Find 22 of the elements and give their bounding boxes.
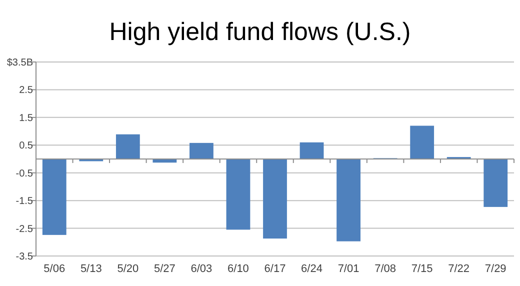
- x-tick-label: 5/13: [80, 263, 102, 275]
- x-tick-label: 6/17: [264, 263, 286, 275]
- y-tick-label: $3.5B: [6, 58, 34, 68]
- x-tick-label: 6/03: [190, 263, 212, 275]
- x-tick-label: 7/08: [374, 263, 396, 275]
- y-tick-label: -3.5: [16, 252, 34, 262]
- x-tick-label: 7/15: [411, 263, 433, 275]
- x-tick-label: 5/27: [154, 263, 176, 275]
- x-tick-label: 6/24: [301, 263, 322, 275]
- y-tick-label: -0.5: [16, 168, 34, 180]
- x-tick-label: 7/29: [484, 263, 506, 275]
- x-tick-label: 7/22: [448, 263, 470, 275]
- y-tick-label: 2.5: [19, 85, 34, 96]
- y-tick-label: -1.5: [16, 196, 34, 208]
- x-tick-label: 6/10: [228, 263, 249, 275]
- chart-title: High yield fund flows (U.S.): [109, 18, 411, 46]
- y-tick-label: 0.5: [19, 140, 34, 152]
- y-tick-label: 1.5: [19, 112, 34, 124]
- x-tick-label: 5/20: [117, 263, 139, 275]
- x-tick-label: 5/06: [44, 263, 66, 275]
- x-tick-label: 7/01: [338, 263, 360, 275]
- y-tick-label: -2.5: [16, 224, 34, 235]
